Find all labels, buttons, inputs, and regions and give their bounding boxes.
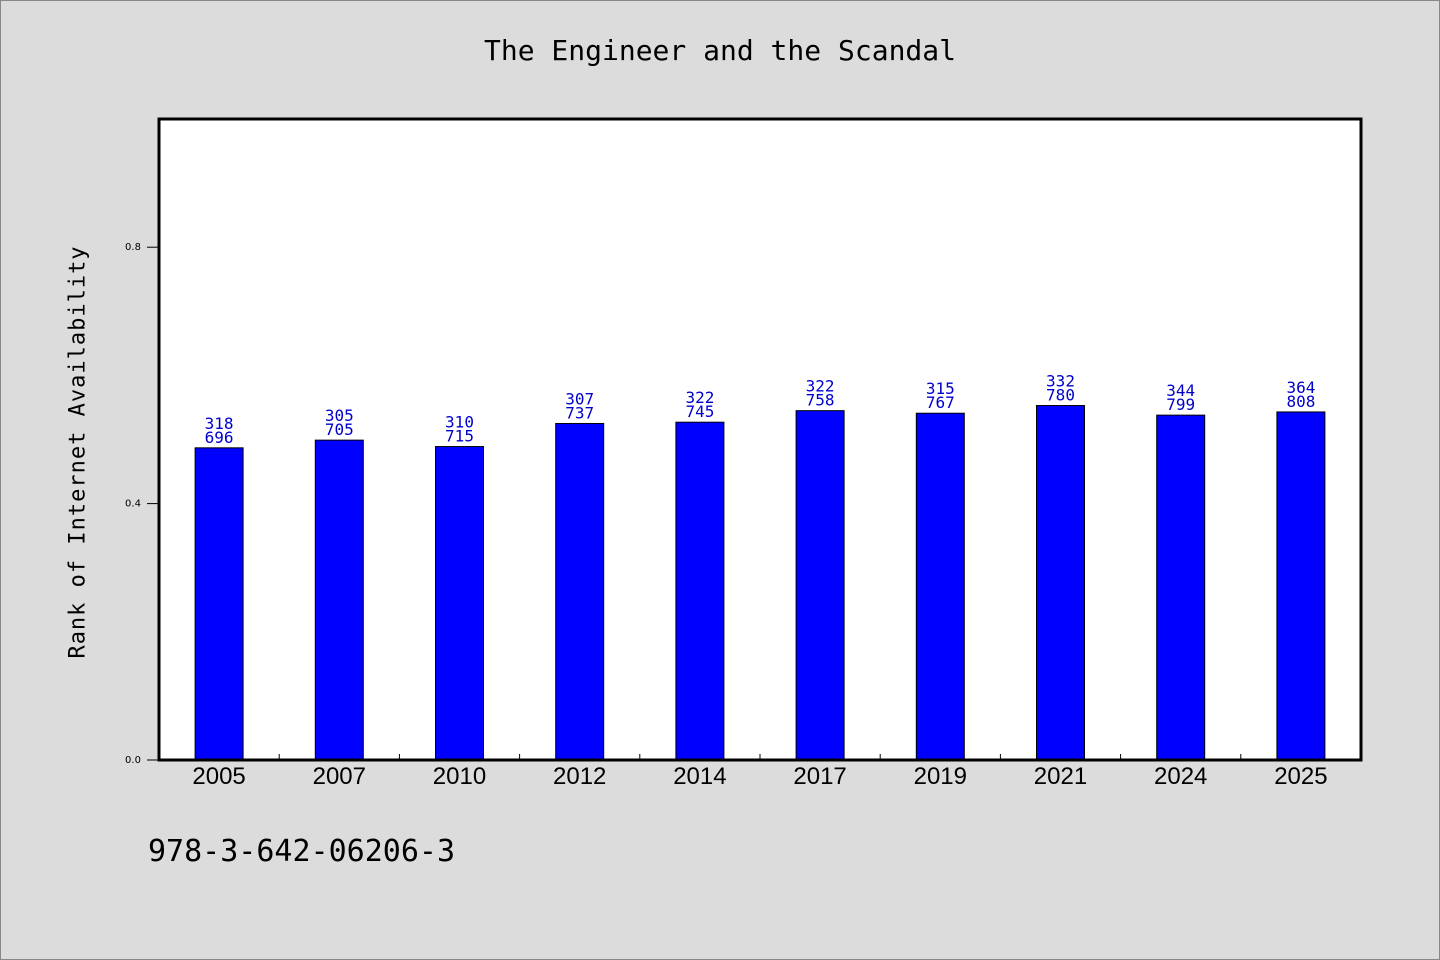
bar	[555, 422, 605, 761]
x-tick-label: 2024	[1154, 763, 1207, 790]
isbn-text: 978-3-642-06206-3	[148, 834, 456, 869]
bar	[194, 447, 244, 761]
x-tick-label: 2019	[914, 763, 967, 790]
bar-label-top: 305	[325, 406, 354, 425]
bar-label-bottom: 767	[926, 393, 955, 412]
bar-label-top: 322	[806, 377, 835, 396]
bar-label-bottom: 758	[806, 391, 835, 410]
x-tick-label: 2014	[673, 763, 726, 790]
bar-label-top: 322	[685, 388, 714, 407]
x-tick-label: 2021	[1034, 763, 1087, 790]
x-axis: 2005 2007 2010 2012 2014 2017 2019 2021 2024 2025	[192, 754, 1328, 790]
bar	[1276, 411, 1326, 761]
x-tick-label: 2010	[433, 763, 486, 790]
bar-label-bottom: 705	[325, 420, 354, 439]
x-tick-label: 2017	[793, 763, 846, 790]
bar-label-bottom: 715	[445, 427, 474, 446]
bar-label-top: 310	[445, 413, 474, 432]
bar-label-top: 307	[565, 389, 594, 408]
y-tick-label: 0.8	[125, 242, 141, 253]
bar-label-top: 344	[1166, 381, 1195, 400]
bar-label-top: 318	[205, 414, 234, 433]
bar-label-bottom: 780	[1046, 386, 1075, 405]
bar	[435, 446, 484, 761]
bar-label-bottom: 737	[565, 403, 594, 422]
bar	[795, 410, 845, 761]
y-tick-label: 0.4	[125, 499, 141, 510]
bar-label-bottom: 745	[685, 402, 714, 421]
x-tick-label: 2005	[192, 763, 245, 790]
x-tick-label: 2007	[313, 763, 366, 790]
chart-title: The Engineer and the Scandal	[483, 34, 956, 67]
bar-label-bottom: 696	[205, 428, 234, 447]
bar	[675, 421, 725, 761]
y-axis: 0.0 0.4 0.8	[125, 242, 159, 766]
x-tick-label: 2012	[553, 763, 606, 790]
bars-group	[194, 405, 1326, 761]
bar-label-top: 364	[1286, 378, 1315, 397]
x-tick-label: 2025	[1274, 763, 1327, 790]
bar-label-top: 315	[926, 379, 955, 398]
bar-label-top: 332	[1046, 372, 1075, 391]
bar	[1036, 405, 1085, 761]
bar-label-bottom: 808	[1286, 392, 1315, 411]
plot-border	[157, 117, 1363, 762]
bar	[1156, 414, 1206, 761]
bar	[314, 439, 364, 761]
bar	[915, 412, 965, 761]
y-tick-label: 0.0	[125, 755, 141, 766]
bar-label-bottom: 799	[1166, 395, 1195, 414]
